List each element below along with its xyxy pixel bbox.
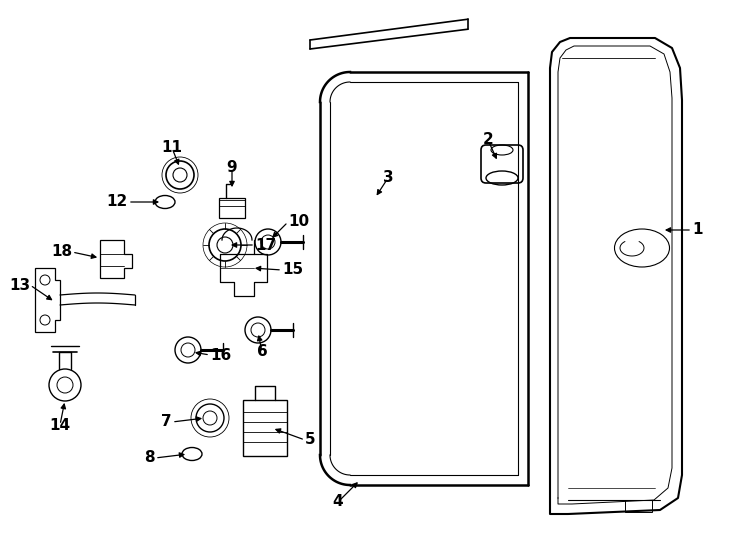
Text: 2: 2 <box>483 132 493 147</box>
Text: 16: 16 <box>210 348 231 362</box>
Text: 14: 14 <box>49 417 70 433</box>
Text: 1: 1 <box>692 222 702 238</box>
Text: 11: 11 <box>161 140 183 156</box>
Text: 15: 15 <box>282 262 303 278</box>
Text: 12: 12 <box>106 194 128 210</box>
Text: 7: 7 <box>161 415 172 429</box>
Text: 17: 17 <box>255 238 276 253</box>
Text: 5: 5 <box>305 433 316 448</box>
Text: 10: 10 <box>288 214 309 230</box>
Text: 9: 9 <box>227 160 237 176</box>
Text: 6: 6 <box>257 345 267 360</box>
Text: 13: 13 <box>9 278 30 293</box>
Text: 8: 8 <box>145 450 155 465</box>
Text: 4: 4 <box>333 495 344 510</box>
Text: 18: 18 <box>51 245 72 260</box>
Text: 3: 3 <box>382 171 393 186</box>
